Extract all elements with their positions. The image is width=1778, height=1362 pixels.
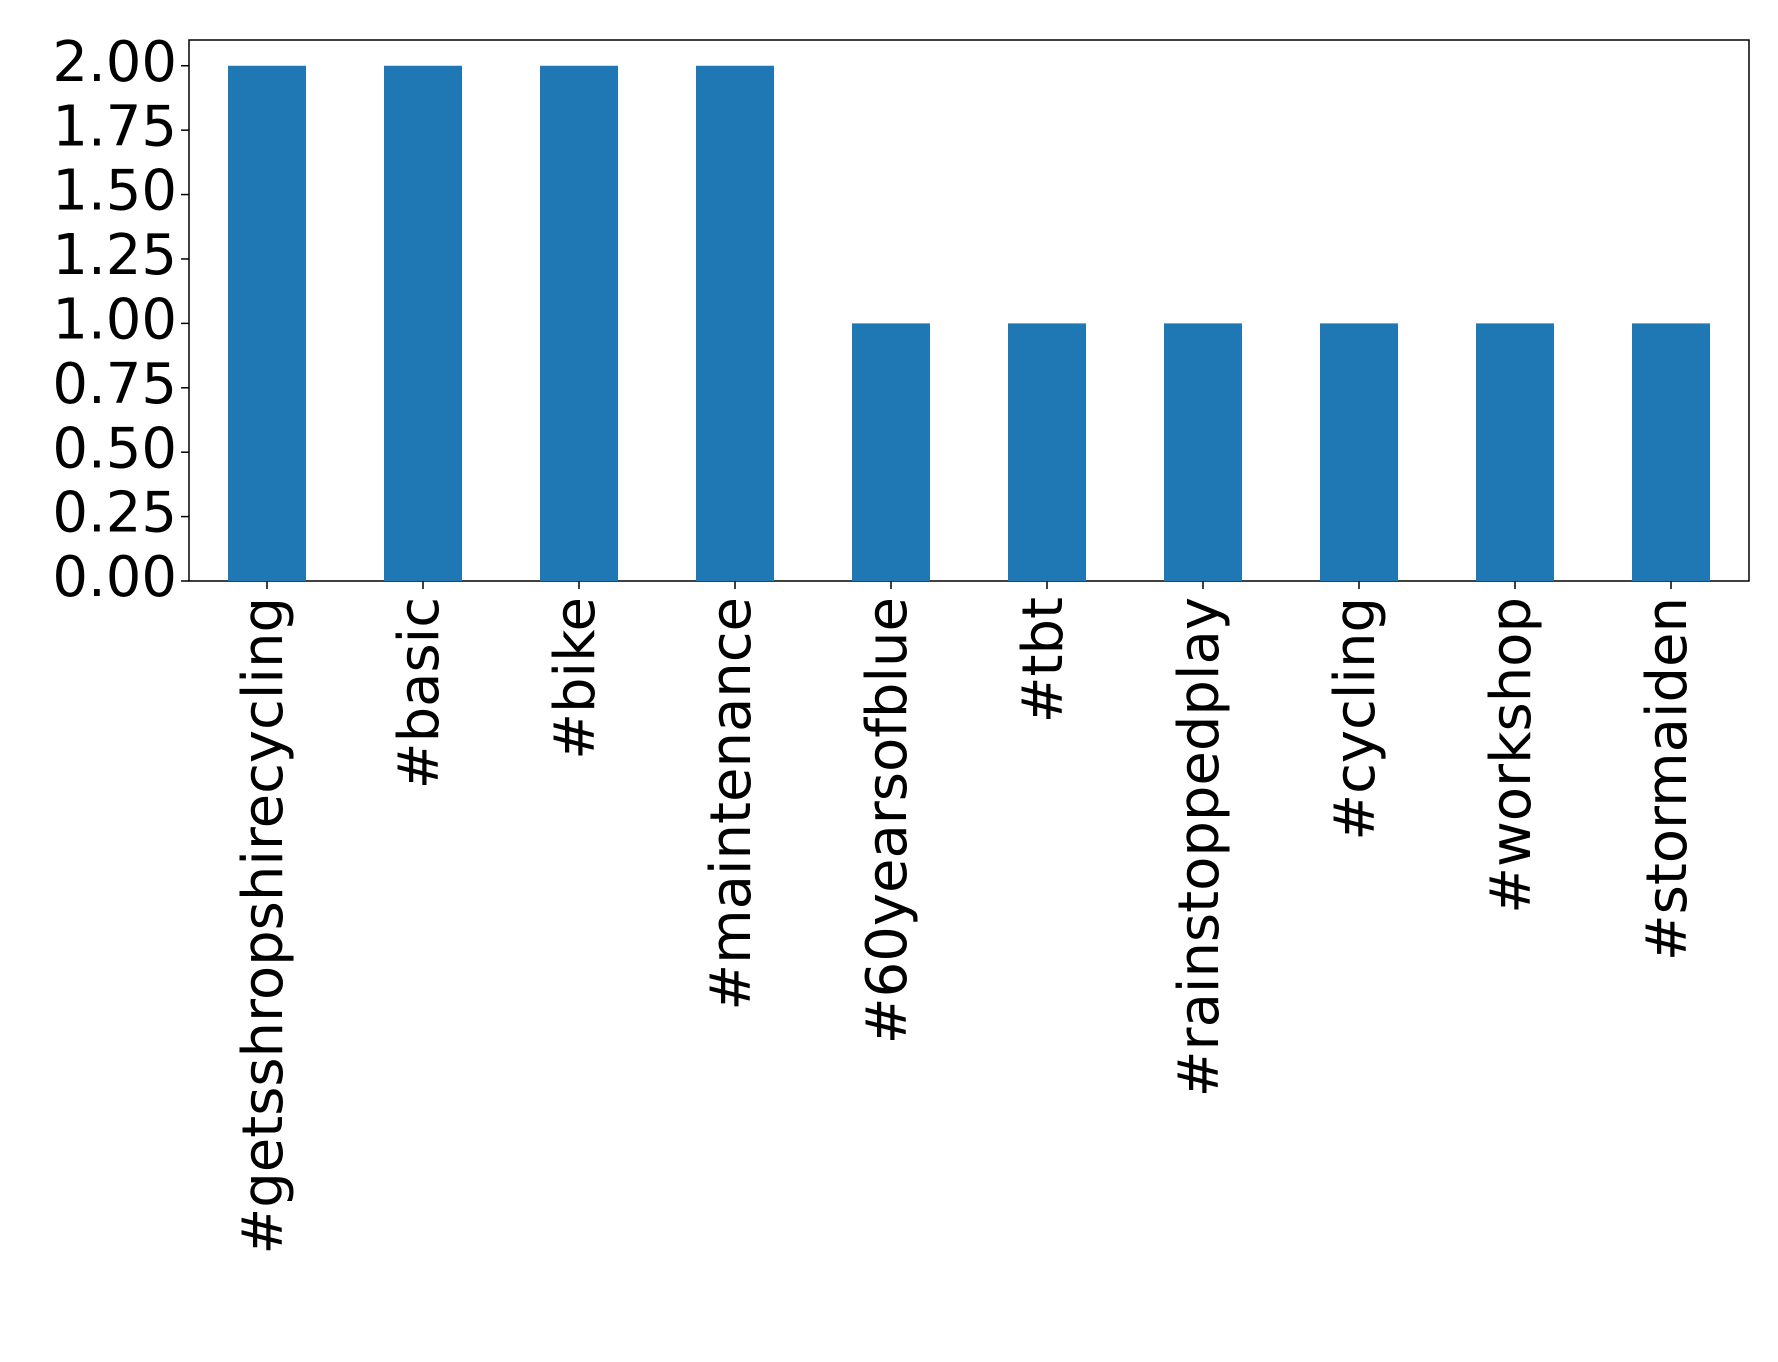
x-tick-label: #basic bbox=[387, 597, 452, 789]
x-tick-label: #bike bbox=[543, 597, 608, 760]
bar bbox=[228, 65, 306, 581]
y-tick-label: 1.75 bbox=[52, 94, 177, 159]
x-tick-label: #60yearsofblue bbox=[855, 597, 920, 1044]
y-tick-label: 1.00 bbox=[52, 288, 177, 353]
bar bbox=[540, 65, 618, 581]
x-tick-label: #tbt bbox=[1011, 597, 1076, 723]
bar bbox=[852, 323, 930, 581]
y-tick-label: 0.00 bbox=[52, 545, 177, 610]
y-tick-label: 0.50 bbox=[52, 416, 177, 481]
x-tick-label: #stormaiden bbox=[1635, 597, 1700, 961]
x-tick-label: #maintenance bbox=[699, 597, 764, 1011]
x-tick-label: #cycling bbox=[1323, 597, 1388, 841]
bar bbox=[1320, 323, 1398, 581]
bar bbox=[1476, 323, 1554, 581]
y-tick-label: 0.25 bbox=[52, 481, 177, 546]
bar bbox=[384, 65, 462, 581]
bar bbox=[1632, 323, 1710, 581]
y-tick-label: 0.75 bbox=[52, 352, 177, 417]
x-tick-label: #rainstoppedplay bbox=[1167, 597, 1232, 1097]
x-tick-label: #getsshropshirecycling bbox=[231, 597, 296, 1255]
y-tick-label: 1.50 bbox=[52, 159, 177, 224]
bar bbox=[1008, 323, 1086, 581]
plot-frame bbox=[188, 39, 1750, 582]
y-tick-label: 1.25 bbox=[52, 223, 177, 288]
x-tick-label: #workshop bbox=[1479, 597, 1544, 914]
y-tick-label: 2.00 bbox=[52, 30, 177, 95]
bar bbox=[696, 65, 774, 581]
bar bbox=[1164, 323, 1242, 581]
